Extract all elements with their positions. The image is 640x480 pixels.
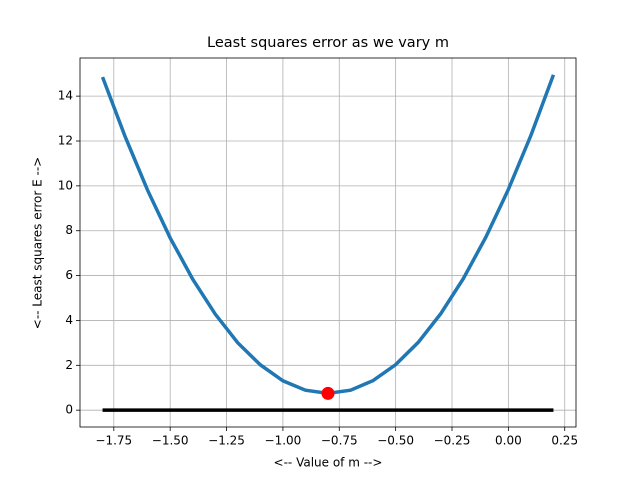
x-tick-label: −1.75 [95, 434, 132, 448]
y-tick-label: 12 [58, 133, 73, 147]
x-tick-label: −0.50 [377, 434, 414, 448]
y-tick-label: 4 [65, 313, 73, 327]
x-tick-label: −1.25 [208, 434, 245, 448]
x-axis-label: <-- Value of m --> [274, 456, 383, 470]
x-tick-label: −0.25 [434, 434, 471, 448]
x-tick-label: −1.50 [152, 434, 189, 448]
chart-title: Least squares error as we vary m [207, 35, 449, 51]
y-tick-label: 0 [65, 403, 73, 417]
y-tick-label: 8 [65, 223, 73, 237]
x-tick-label: −1.00 [265, 434, 302, 448]
x-tick-label: 0.00 [495, 434, 522, 448]
y-tick-label: 14 [58, 89, 73, 103]
y-tick-label: 10 [58, 178, 73, 192]
x-tick-label: −0.75 [321, 434, 358, 448]
y-axis-label: <-- Least squares error E --> [31, 157, 45, 329]
plot-frame [79, 57, 577, 428]
point [321, 386, 335, 400]
x-tick-label: 0.25 [551, 434, 578, 448]
y-tick-label: 6 [65, 268, 73, 282]
y-tick-label: 2 [65, 358, 73, 372]
